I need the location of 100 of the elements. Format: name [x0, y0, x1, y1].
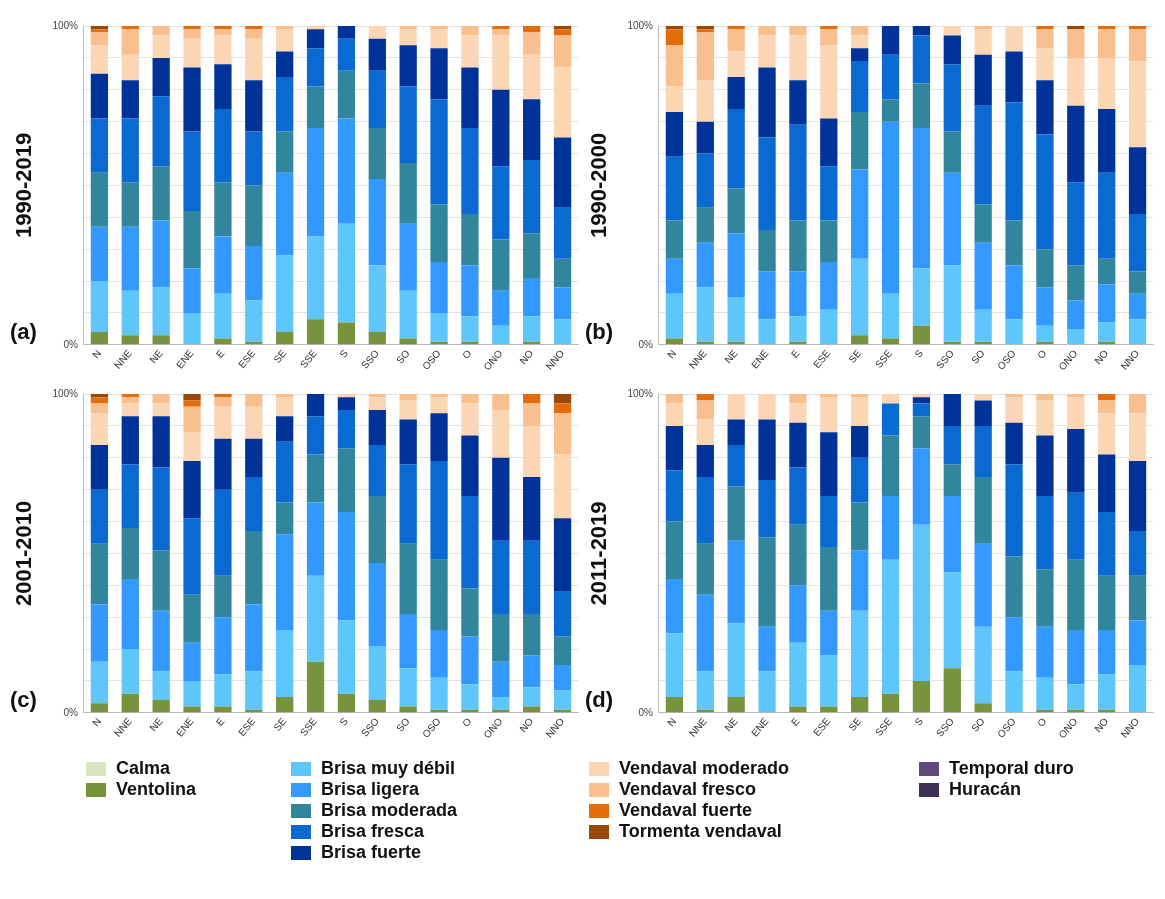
- bar: [183, 706, 201, 713]
- bar: [943, 35, 961, 65]
- bar: [245, 604, 263, 672]
- bar: [152, 220, 170, 288]
- bar: [789, 220, 807, 272]
- bar: [553, 518, 572, 592]
- bar: [851, 169, 869, 259]
- bar: [430, 677, 448, 710]
- bar: [1128, 26, 1147, 30]
- bar: [1036, 677, 1054, 710]
- bar: [337, 118, 356, 224]
- x-tick-label: SO: [394, 715, 412, 734]
- bar: [789, 35, 807, 81]
- bar: [337, 70, 356, 119]
- bar: [152, 96, 170, 167]
- bar: [696, 153, 714, 208]
- x-tick-label: NO: [1092, 347, 1111, 367]
- bar: [90, 703, 109, 713]
- bar: [121, 693, 139, 713]
- bar: [214, 617, 232, 675]
- bar: [665, 45, 684, 87]
- bar: [758, 319, 776, 345]
- bar: [553, 207, 572, 259]
- bar: [1067, 394, 1085, 398]
- bar: [696, 419, 714, 446]
- bar: [727, 51, 745, 78]
- legend-label: Huracán: [949, 779, 1022, 800]
- bar: [1036, 48, 1054, 81]
- bar: [183, 131, 201, 211]
- bar: [881, 435, 900, 497]
- bar: [337, 448, 356, 512]
- bar: [214, 236, 232, 294]
- bar: [974, 400, 992, 426]
- bar: [152, 671, 170, 701]
- bar: [276, 416, 294, 442]
- bar: [430, 29, 448, 49]
- bar: [665, 258, 684, 294]
- bar: [276, 534, 294, 630]
- bar: [214, 182, 232, 237]
- bar: [881, 338, 900, 345]
- bar: [121, 118, 139, 183]
- bar: [399, 614, 417, 669]
- bar: [1036, 325, 1054, 342]
- bar: [665, 86, 684, 113]
- bar: [152, 394, 170, 404]
- bar: [1128, 147, 1147, 215]
- bar: [912, 83, 931, 129]
- bar: [183, 642, 201, 681]
- x-tick-label: SO: [394, 347, 412, 366]
- bar: [727, 540, 745, 624]
- bar: [183, 460, 201, 519]
- bar: [789, 642, 807, 707]
- bar: [758, 671, 776, 713]
- bar: [399, 223, 417, 291]
- bar: [245, 80, 263, 132]
- bar: [337, 38, 356, 71]
- bar: [665, 633, 684, 697]
- bar: [665, 696, 684, 713]
- bar: [461, 403, 479, 436]
- bar: [337, 223, 356, 323]
- bar: [1036, 626, 1054, 678]
- legend-label: Vendaval fuerte: [619, 800, 753, 821]
- bar: [183, 406, 201, 433]
- bar: [276, 394, 294, 398]
- bar: [214, 575, 232, 618]
- bar: [553, 454, 572, 519]
- bar: [758, 537, 776, 627]
- bar: [461, 35, 479, 68]
- y-tick-label: 100%: [627, 19, 654, 31]
- bar: [1067, 105, 1085, 183]
- x-tick-label: SO: [969, 715, 987, 734]
- bar: [665, 425, 684, 471]
- bar: [881, 559, 900, 694]
- bar: [943, 26, 961, 36]
- bar: [276, 397, 294, 417]
- bar: [461, 67, 479, 129]
- x-tick-label: SE: [846, 347, 864, 365]
- bar: [90, 661, 109, 704]
- bar: [276, 502, 294, 535]
- bar: [665, 156, 684, 221]
- bar: [912, 325, 931, 345]
- bar: [306, 416, 325, 455]
- bar: [696, 394, 714, 401]
- bar: [665, 26, 684, 30]
- bar: [758, 137, 776, 231]
- bar: [820, 118, 838, 167]
- x-tick-label: N: [89, 347, 104, 361]
- bar: [492, 35, 510, 90]
- bar: [1005, 102, 1023, 221]
- bar: [696, 400, 714, 420]
- bar: [1005, 265, 1023, 320]
- bar: [121, 464, 139, 528]
- bar: [214, 35, 232, 65]
- bar: [553, 690, 572, 710]
- bar: [727, 26, 745, 30]
- bar: [337, 397, 356, 410]
- y-tick-label: 0%: [638, 338, 654, 350]
- bar: [881, 394, 900, 404]
- bar: [461, 496, 479, 589]
- legend-label: Tormenta vendaval: [619, 821, 782, 842]
